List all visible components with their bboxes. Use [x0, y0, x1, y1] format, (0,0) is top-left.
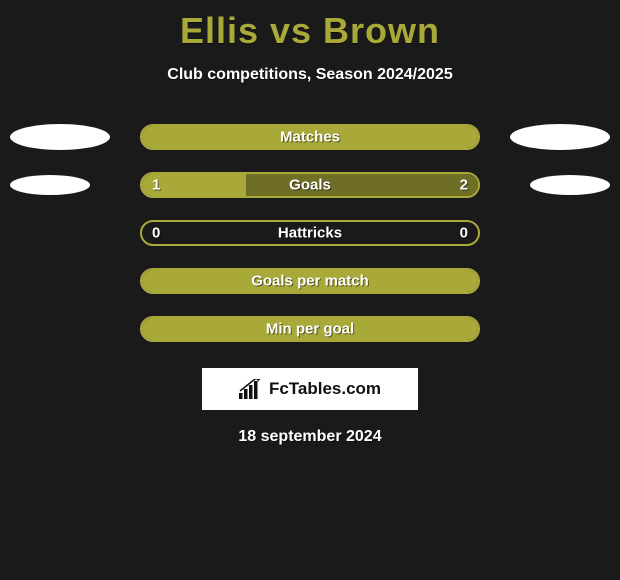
- logo-text: FcTables.com: [269, 379, 381, 399]
- value-right: 0: [460, 225, 468, 242]
- page-title: Ellis vs Brown: [0, 0, 620, 52]
- stat-bar: Goals per match: [140, 268, 480, 294]
- ellipse-right: [510, 124, 610, 150]
- stat-bar: 1 Goals 2: [140, 172, 480, 198]
- stat-bar: Min per goal: [140, 316, 480, 342]
- bar-chart-icon: [239, 379, 263, 399]
- value-left: 0: [152, 225, 160, 242]
- comparison-rows: Matches 1 Goals 2 0 Hattricks 0: [0, 124, 620, 342]
- value-left: 1: [152, 177, 160, 194]
- value-right: 2: [460, 177, 468, 194]
- stat-bar: Matches: [140, 124, 480, 150]
- ellipse-right: [530, 175, 610, 195]
- stat-row-matches: Matches: [0, 124, 620, 150]
- stat-row-goals: 1 Goals 2: [0, 172, 620, 198]
- ellipse-left: [10, 124, 110, 150]
- stat-row-hattricks: 0 Hattricks 0: [0, 220, 620, 246]
- subtitle: Club competitions, Season 2024/2025: [0, 66, 620, 84]
- stat-row-min-per-goal: Min per goal: [0, 316, 620, 342]
- logo-box: FcTables.com: [202, 368, 418, 410]
- ellipse-left: [10, 175, 90, 195]
- date-text: 18 september 2024: [0, 428, 620, 446]
- stat-label: Hattricks: [142, 225, 478, 242]
- stat-row-goals-per-match: Goals per match: [0, 268, 620, 294]
- stat-bar: 0 Hattricks 0: [140, 220, 480, 246]
